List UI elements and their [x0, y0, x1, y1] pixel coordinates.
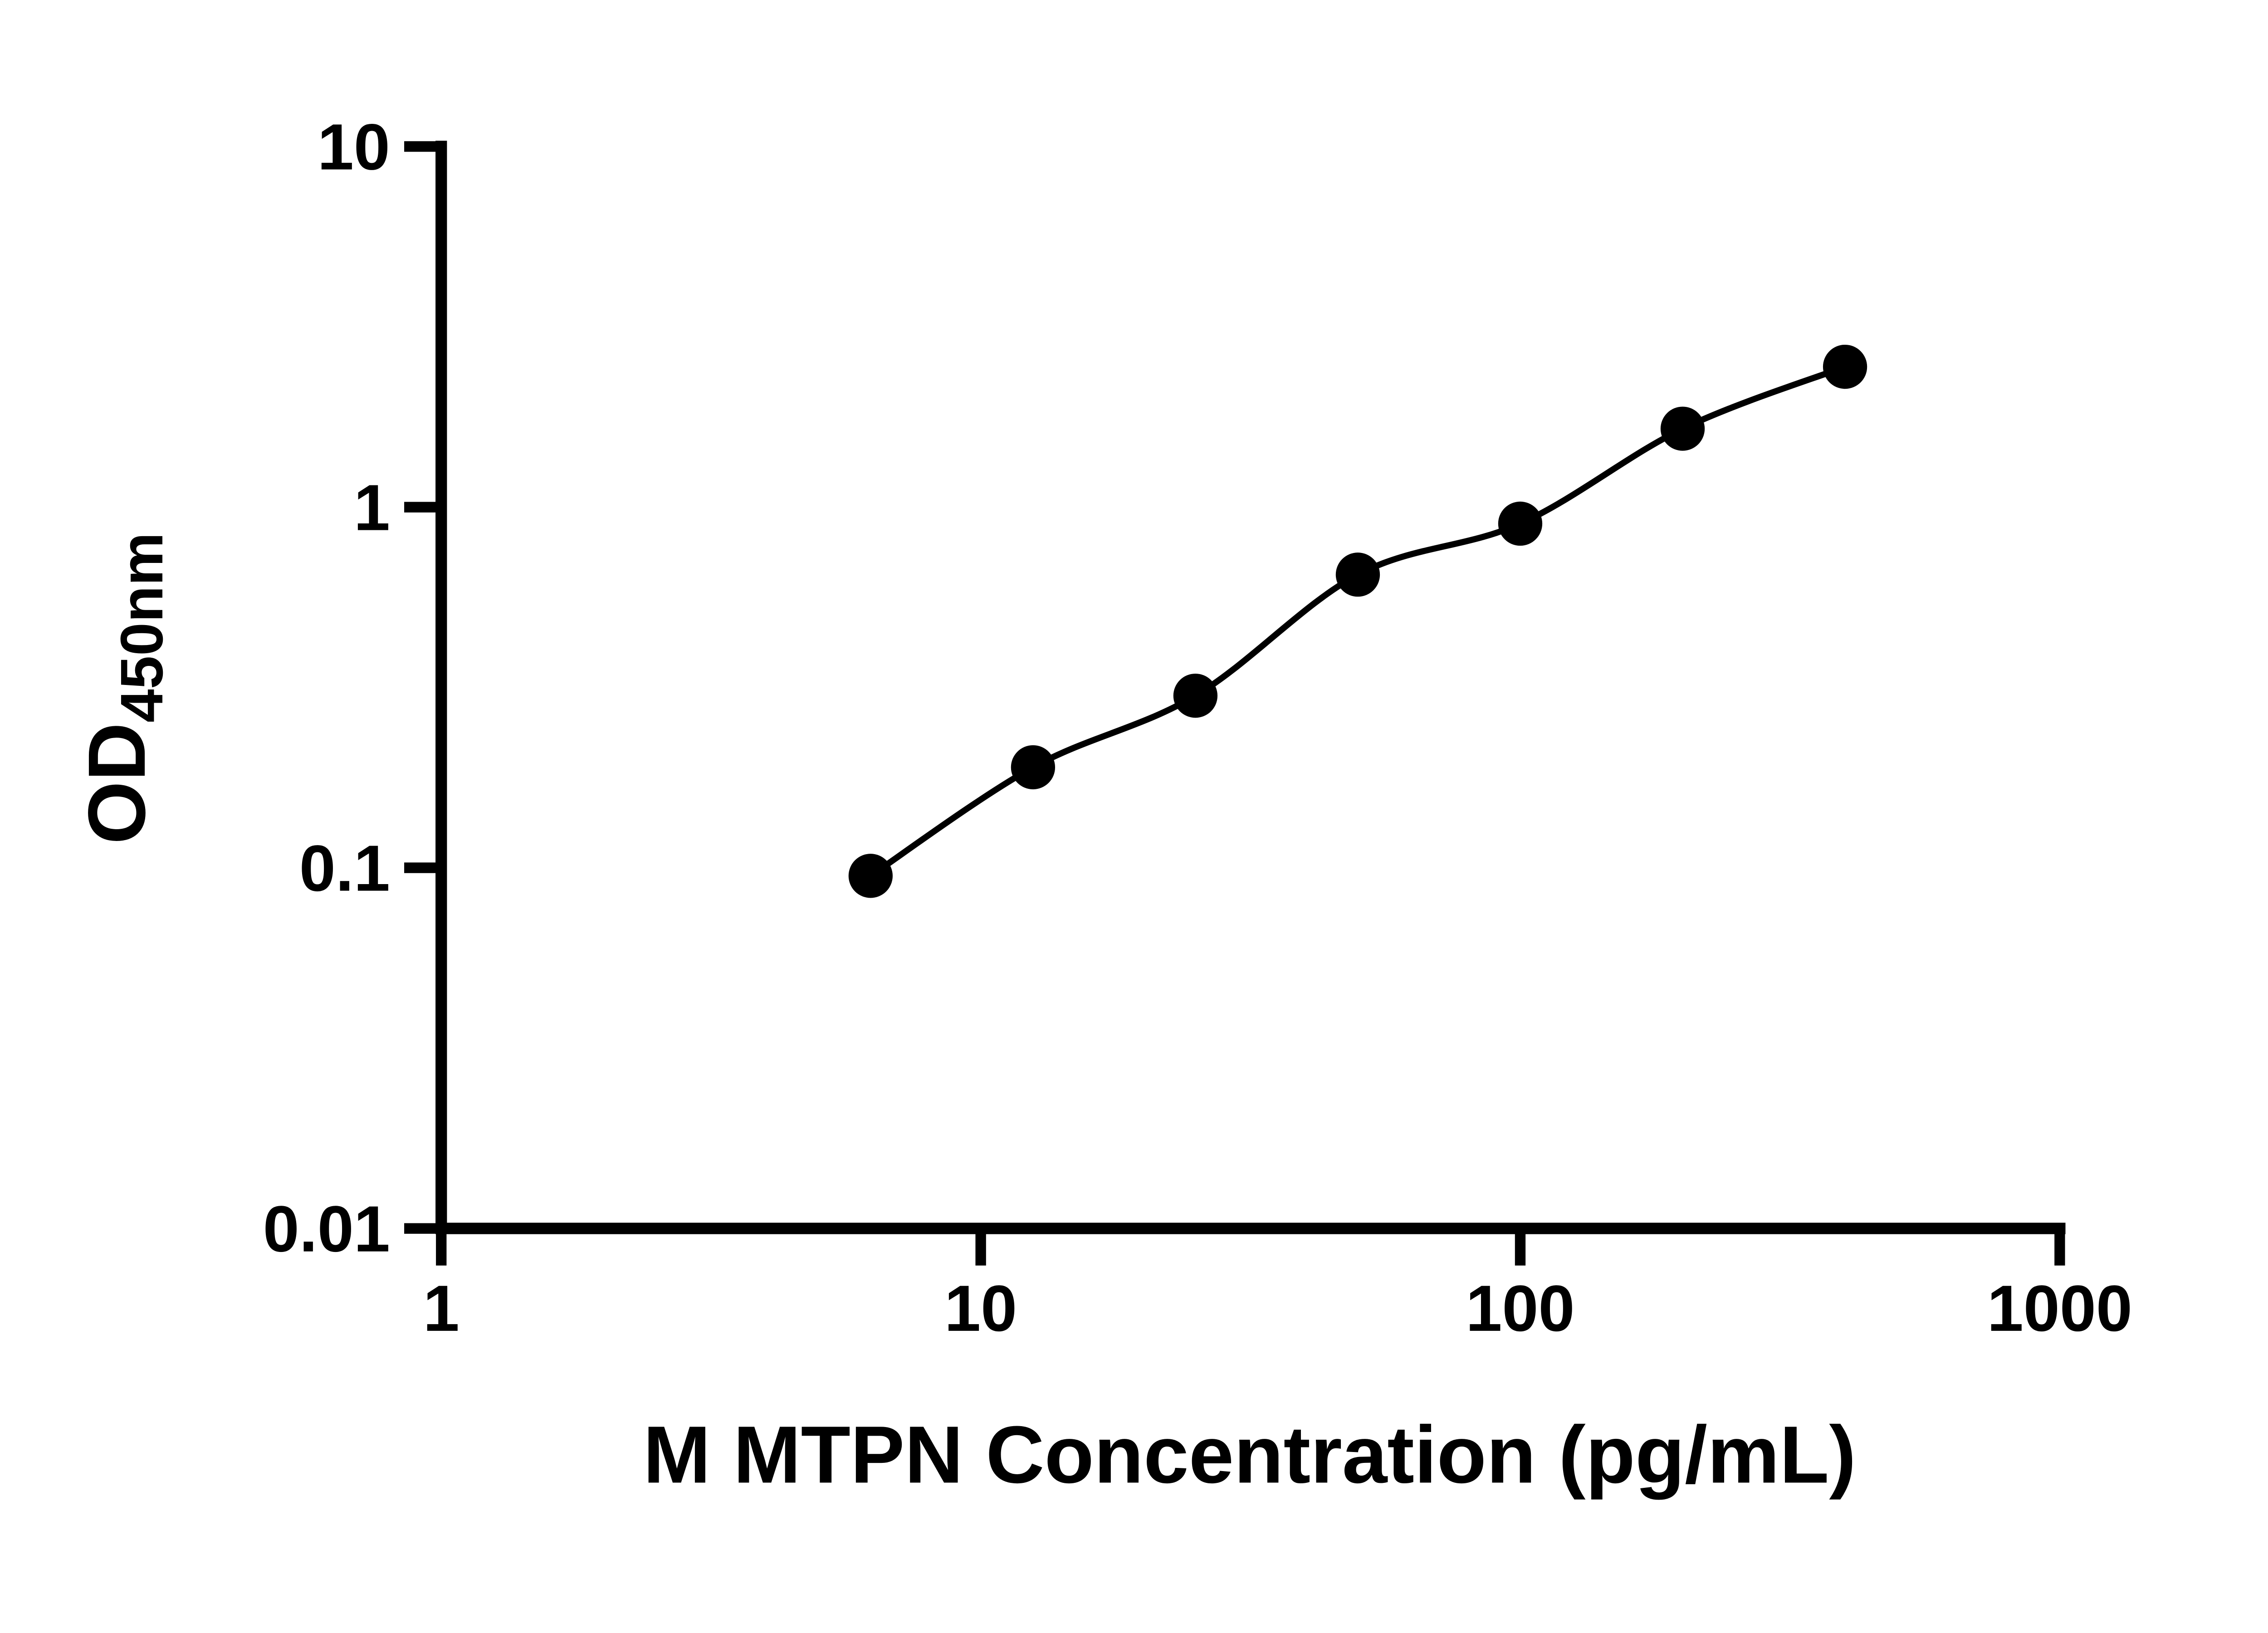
x-tick-label: 1 — [423, 1272, 459, 1345]
y-axis: 10 1 0.1 0.01 — [263, 111, 441, 1266]
y-axis-title-main: OD — [71, 723, 162, 844]
y-tick-label: 10 — [318, 111, 390, 184]
y-tick-label: 1 — [354, 471, 390, 544]
x-axis: 1 10 100 1000 — [423, 1228, 2132, 1345]
data-point — [1660, 406, 1705, 451]
x-tick-label: 1000 — [1987, 1272, 2132, 1345]
x-axis-title: M MTPN Concentration (pg/mL) — [643, 1409, 1856, 1500]
x-tick-label: 10 — [944, 1272, 1017, 1345]
data-point — [1823, 344, 1867, 389]
data-point — [1335, 552, 1380, 597]
axis-frame — [435, 141, 2066, 1234]
data-series — [848, 344, 1867, 898]
x-tick-label: 100 — [1466, 1272, 1574, 1345]
y-axis-title: OD450nm — [71, 533, 176, 845]
data-point — [1173, 674, 1218, 718]
chart-canvas: 1 10 100 1000 10 1 0.1 0.01 M MTPN Concentratio… — [71, 110, 2132, 1500]
plot-area: 1 10 100 1000 10 1 0.1 0.01 — [263, 111, 2132, 1345]
data-point — [1498, 501, 1543, 546]
y-tick-label: 0.1 — [299, 832, 390, 905]
elisa-standard-curve-figure: 1 10 100 1000 10 1 0.1 0.01 M MTPN Concentratio… — [71, 110, 2132, 1500]
data-point — [1011, 745, 1056, 790]
y-tick-label: 0.01 — [263, 1193, 390, 1266]
y-axis-title-subscript: 450nm — [108, 533, 176, 723]
data-point — [848, 854, 893, 898]
